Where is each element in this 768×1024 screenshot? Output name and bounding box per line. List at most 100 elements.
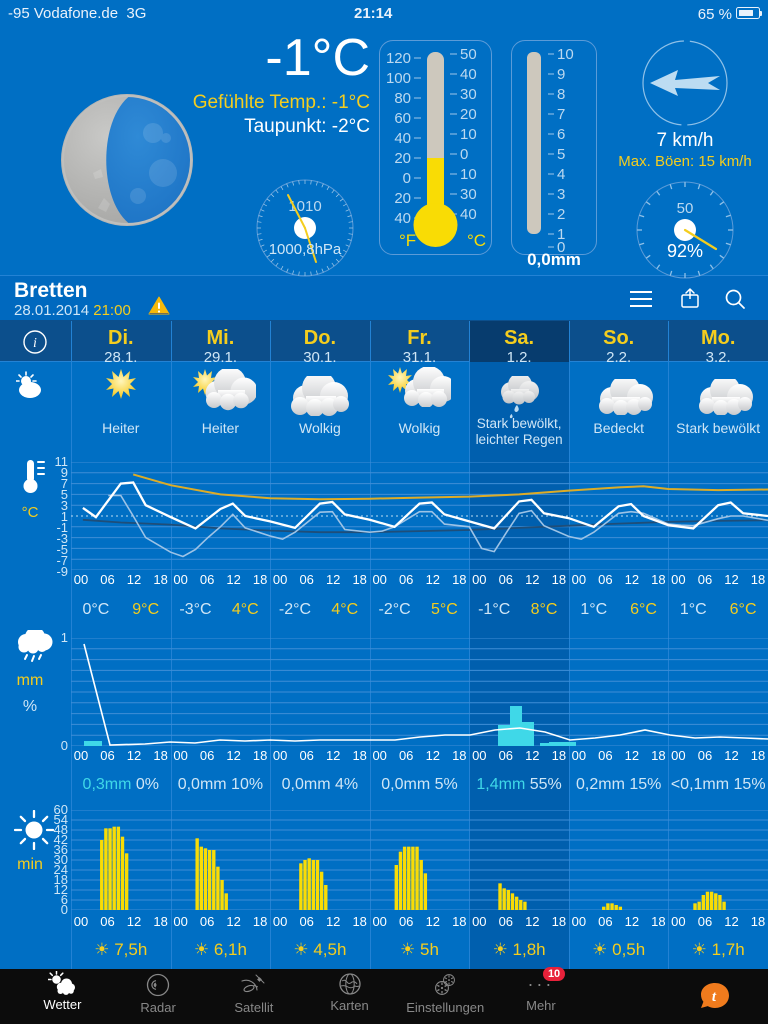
svg-text:12: 12 [326, 914, 340, 929]
svg-text:10: 10 [460, 126, 477, 143]
svg-text:18: 18 [452, 914, 466, 929]
svg-text:18: 18 [253, 914, 267, 929]
svg-text:18: 18 [651, 572, 665, 587]
svg-text:18: 18 [352, 572, 366, 587]
svg-text:00: 00 [572, 748, 586, 763]
svg-text:06: 06 [399, 572, 413, 587]
svg-text:00: 00 [671, 572, 685, 587]
svg-text:06: 06 [200, 748, 214, 763]
svg-text:12: 12 [525, 914, 539, 929]
svg-text:06: 06 [598, 914, 612, 929]
svg-text:20: 20 [394, 150, 411, 167]
svg-text:20: 20 [394, 190, 411, 207]
svg-text:06: 06 [200, 572, 214, 587]
svg-text:12: 12 [724, 914, 738, 929]
svg-text:18: 18 [552, 748, 566, 763]
svg-text:18: 18 [352, 748, 366, 763]
svg-text:18: 18 [452, 748, 466, 763]
svg-text:80: 80 [394, 90, 411, 107]
svg-text:18: 18 [552, 572, 566, 587]
svg-text:00: 00 [74, 914, 88, 929]
svg-text:18: 18 [651, 748, 665, 763]
svg-text:0: 0 [460, 146, 468, 163]
svg-text:18: 18 [253, 572, 267, 587]
svg-text:20: 20 [460, 106, 477, 123]
svg-text:06: 06 [698, 914, 712, 929]
svg-text:06: 06 [100, 914, 114, 929]
svg-text:18: 18 [153, 914, 167, 929]
svg-text:06: 06 [499, 914, 513, 929]
svg-text:60: 60 [394, 110, 411, 127]
svg-text:06: 06 [399, 748, 413, 763]
svg-text:12: 12 [525, 572, 539, 587]
svg-text:°F: °F [399, 231, 416, 250]
svg-text:06: 06 [698, 572, 712, 587]
svg-text:12: 12 [426, 748, 440, 763]
svg-text:12: 12 [226, 748, 240, 763]
svg-text:12: 12 [127, 748, 141, 763]
svg-text:5: 5 [557, 146, 565, 163]
svg-text:06: 06 [399, 914, 413, 929]
svg-text:00: 00 [74, 572, 88, 587]
svg-text:06: 06 [698, 748, 712, 763]
svg-text:8: 8 [557, 86, 565, 103]
svg-text:00: 00 [273, 914, 287, 929]
svg-text:12: 12 [724, 572, 738, 587]
svg-text:4: 4 [557, 166, 565, 183]
svg-text:00: 00 [372, 748, 386, 763]
svg-text:00: 00 [372, 572, 386, 587]
svg-text:18: 18 [751, 748, 765, 763]
svg-text:120: 120 [386, 50, 411, 67]
svg-text:06: 06 [100, 748, 114, 763]
svg-text:12: 12 [326, 748, 340, 763]
svg-text:°C: °C [467, 231, 486, 250]
svg-text:18: 18 [651, 914, 665, 929]
svg-text:00: 00 [173, 914, 187, 929]
svg-text:40: 40 [460, 66, 477, 83]
svg-text:i: i [33, 336, 37, 351]
svg-text:0: 0 [403, 170, 411, 187]
svg-text:06: 06 [100, 572, 114, 587]
svg-text:18: 18 [253, 748, 267, 763]
svg-text:06: 06 [299, 914, 313, 929]
svg-text:3: 3 [557, 186, 565, 203]
svg-text:18: 18 [751, 914, 765, 929]
svg-text:50: 50 [460, 46, 477, 63]
svg-text:00: 00 [472, 748, 486, 763]
svg-text:12: 12 [226, 914, 240, 929]
svg-text:9: 9 [557, 66, 565, 83]
svg-text:40: 40 [394, 130, 411, 147]
svg-text:12: 12 [127, 914, 141, 929]
svg-text:12: 12 [625, 914, 639, 929]
svg-text:00: 00 [671, 914, 685, 929]
svg-text:00: 00 [372, 914, 386, 929]
svg-text:12: 12 [426, 572, 440, 587]
svg-text:7: 7 [557, 106, 565, 123]
svg-text:12: 12 [326, 572, 340, 587]
svg-text:50: 50 [677, 200, 694, 217]
svg-text:06: 06 [299, 748, 313, 763]
svg-text:12: 12 [724, 748, 738, 763]
svg-text:10: 10 [460, 166, 477, 183]
svg-text:00: 00 [671, 748, 685, 763]
svg-text:06: 06 [299, 572, 313, 587]
svg-text:10: 10 [557, 46, 574, 63]
svg-text:30: 30 [460, 186, 477, 203]
svg-text:00: 00 [273, 572, 287, 587]
svg-text:6: 6 [557, 126, 565, 143]
svg-text:40: 40 [394, 210, 411, 227]
svg-text:18: 18 [552, 914, 566, 929]
svg-text:00: 00 [572, 914, 586, 929]
svg-text:06: 06 [598, 572, 612, 587]
svg-text:12: 12 [525, 748, 539, 763]
svg-text:12: 12 [426, 914, 440, 929]
svg-text:12: 12 [226, 572, 240, 587]
svg-text:18: 18 [751, 572, 765, 587]
svg-text:00: 00 [273, 748, 287, 763]
svg-text:100: 100 [386, 70, 411, 87]
svg-text:06: 06 [598, 748, 612, 763]
svg-text:00: 00 [173, 748, 187, 763]
svg-text:18: 18 [153, 572, 167, 587]
svg-text:12: 12 [127, 572, 141, 587]
svg-text:06: 06 [200, 914, 214, 929]
